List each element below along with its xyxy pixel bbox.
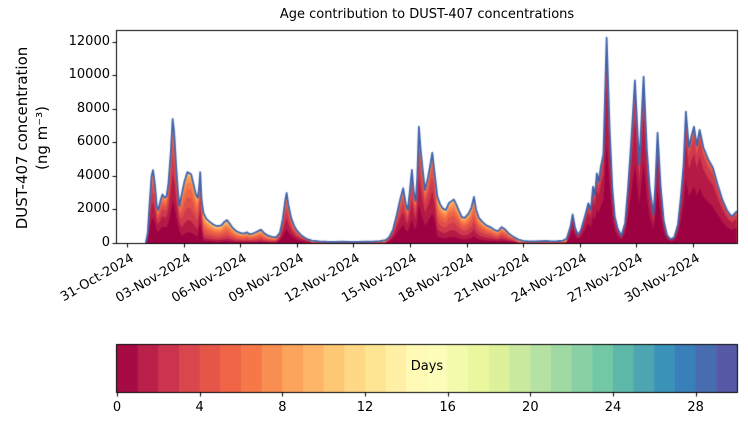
y-tick-label: 6000 [76, 134, 110, 150]
y-tick-label: 10000 [68, 67, 110, 83]
colorbar-label: Days [410, 359, 444, 374]
colorbar-tick-label: 12 [356, 400, 374, 415]
y-tick-label: 2000 [76, 201, 110, 217]
colorbar-tick-label: 8 [278, 400, 287, 415]
colorbar-tick-label: 24 [604, 400, 622, 415]
y-axis-label-line2: (ng m⁻³) [32, 105, 51, 171]
colorbar-tick-label: 28 [687, 400, 704, 415]
chart-title: Age contribution to DUST-407 concentrati… [279, 7, 575, 22]
colorbar-tick-label: 20 [522, 400, 539, 415]
colorbar-tick-label: 16 [439, 400, 456, 415]
y-tick-label: 8000 [76, 100, 110, 116]
y-axis-label-line1: DUST-407 concentration [13, 46, 31, 230]
y-axis-label: DUST-407 concentration (ng m⁻³) [13, 6, 55, 270]
y-tick-label: 12000 [68, 33, 110, 49]
y-tick-label: 4000 [76, 167, 110, 183]
colorbar-tick-label: 4 [195, 400, 204, 415]
colorbar-tick-label: 0 [112, 400, 122, 415]
y-tick-label: 0 [101, 235, 110, 250]
